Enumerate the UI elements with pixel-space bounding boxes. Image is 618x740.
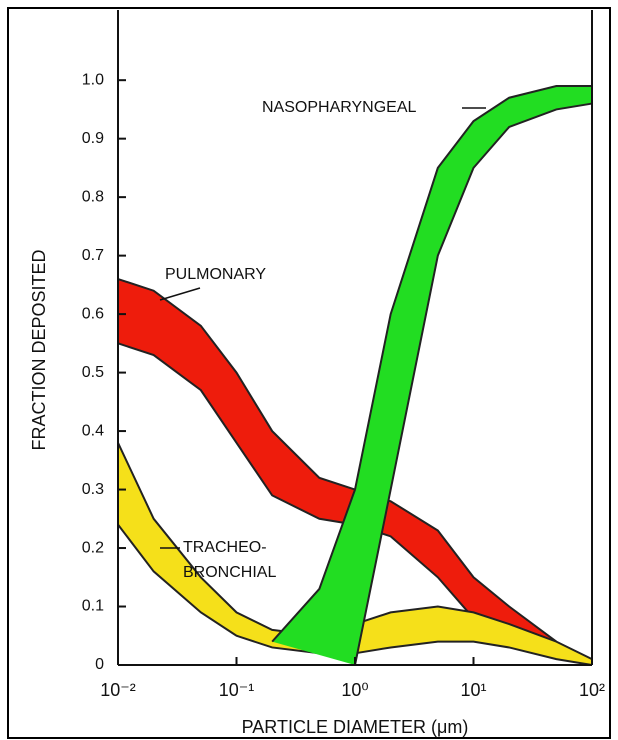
x-tick-label: 10⁰ (341, 680, 368, 700)
band-fill (118, 442, 592, 665)
x-tick-label: 10¹ (460, 680, 486, 700)
x-tick-label: 10⁻² (100, 680, 136, 700)
y-tick-label: 0.9 (82, 130, 104, 147)
band-label: NASOPHARYNGEAL (262, 99, 417, 116)
y-tick-label: 0.3 (82, 481, 104, 498)
y-tick-label: 1.0 (82, 71, 104, 88)
band-fill (272, 86, 592, 665)
y-tick-label: 0.7 (82, 247, 104, 264)
label-arrow (159, 287, 201, 301)
band-edge (354, 102, 593, 666)
y-tick-label: 0 (95, 656, 104, 673)
frame (7, 7, 611, 739)
band-edge (117, 278, 557, 643)
x-axis-label: PARTICLE DIAMETER (μm) (242, 717, 469, 737)
y-tick-label: 0.5 (82, 364, 104, 381)
band-label: TRACHEO- (183, 539, 267, 556)
band-edge (271, 85, 592, 643)
band-label: BRONCHIAL (183, 564, 276, 581)
band-fill (118, 279, 557, 648)
y-tick-label: 0.4 (82, 422, 104, 439)
band-label: PULMONARY (165, 266, 266, 283)
y-tick-label: 0.1 (82, 598, 104, 615)
plot-area: 0 0.1 0.2 0.3 0.4 0.5 0.6 0.7 0.8 0.9 1.0 10⁻² 10⁻¹ 1… (82, 10, 605, 700)
y-tick-label: 0.8 (82, 188, 104, 205)
y-tick-label: 0.2 (82, 539, 104, 556)
y-tick-label: 0.6 (82, 305, 104, 322)
x-tick-label: 10² (579, 680, 605, 700)
y-axis-label: FRACTION DEPOSITED (29, 249, 49, 450)
x-tick-label: 10⁻¹ (219, 680, 255, 700)
